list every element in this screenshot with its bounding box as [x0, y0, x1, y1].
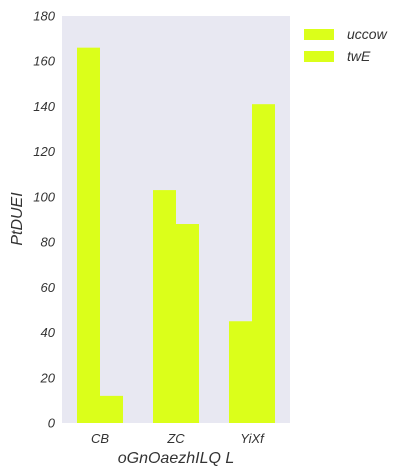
legend: uccow twE — [304, 26, 388, 64]
y-tick-label: 180 — [33, 9, 55, 24]
y-tick-label: 20 — [40, 370, 56, 385]
y-axis-label: PtDUEI — [9, 192, 26, 246]
bar-uccow-YiXf — [229, 321, 252, 423]
bar-uccow-CB — [77, 47, 100, 424]
x-tick-label: YiXf — [240, 431, 265, 446]
bar-twE-CB — [100, 395, 123, 423]
bar-twE-ZC — [176, 224, 199, 423]
y-tick-label: 40 — [41, 325, 56, 340]
y-tick-label: 0 — [48, 416, 56, 431]
legend-label: twE — [347, 48, 371, 64]
bars-group — [77, 47, 275, 424]
legend-swatch — [304, 29, 334, 40]
y-tick-label: 160 — [33, 54, 55, 69]
bar-twE-YiXf — [252, 104, 275, 423]
y-tick-label: 100 — [33, 189, 55, 204]
legend-swatch — [304, 51, 334, 62]
y-tick-label: 140 — [33, 99, 55, 114]
x-tick-labels: CB ZC YiXf — [91, 431, 265, 446]
y-tick-label: 120 — [33, 144, 55, 159]
y-tick-labels: 0 20 40 60 80 100 120 140 160 180 — [33, 9, 55, 431]
legend-label: uccow — [347, 26, 388, 42]
y-tick-label: 60 — [41, 280, 56, 295]
y-tick-label: 80 — [41, 235, 56, 250]
x-tick-label: CB — [91, 431, 109, 446]
bar-uccow-ZC — [153, 190, 176, 423]
x-axis-label: oGnOaezhILQ L — [118, 450, 235, 467]
x-tick-label: ZC — [166, 431, 185, 446]
